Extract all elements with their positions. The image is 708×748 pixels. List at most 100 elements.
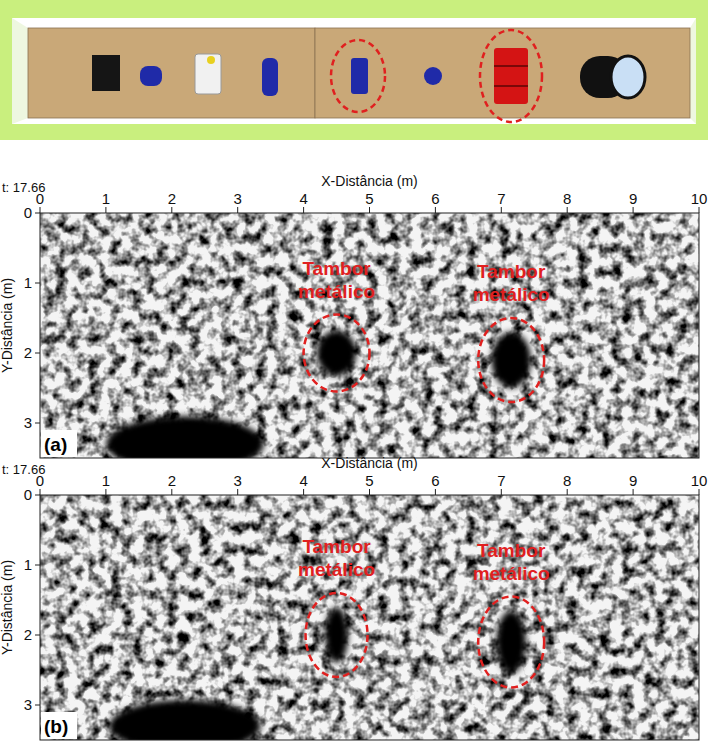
anomalies <box>109 607 526 740</box>
model-cylinder <box>140 66 162 86</box>
annotation-label: Tambormetálico <box>473 540 550 584</box>
plot-texture <box>40 495 699 740</box>
model-cap <box>207 56 215 64</box>
x-tick <box>699 489 700 495</box>
model-box <box>92 55 120 91</box>
y-tick-label: 3 <box>24 414 32 431</box>
x-axis-title: X-Distância (m) <box>321 173 417 189</box>
figure: 0123456789100123X-Distância (m)t: 17.66Y… <box>0 0 708 748</box>
annotation-line: metálico <box>298 281 375 302</box>
plot-frame <box>40 213 699 458</box>
x-tick <box>633 207 634 213</box>
y-tick-label: 2 <box>24 344 32 361</box>
x-tick <box>501 207 502 213</box>
x-tick-label: 4 <box>299 472 307 489</box>
x-tick-label: 1 <box>102 472 110 489</box>
x-tick <box>171 489 172 495</box>
anomalies <box>106 330 531 458</box>
time-label: t: 17.66 <box>2 180 45 195</box>
x-tick-label: 9 <box>629 472 637 489</box>
anomaly <box>109 700 261 740</box>
x-tick-label: 5 <box>365 472 373 489</box>
annotation-line: Tambor <box>302 258 371 279</box>
x-tick-label: 2 <box>168 472 176 489</box>
anomaly <box>496 611 526 674</box>
x-tick-label: 3 <box>234 472 242 489</box>
model-drum-ring <box>494 65 528 67</box>
x-tick <box>303 489 304 495</box>
x-tick-label: 5 <box>365 190 373 207</box>
x-tick-label: 7 <box>497 190 505 207</box>
time-label: t: 17.66 <box>2 462 45 477</box>
x-tick <box>699 207 700 213</box>
x-tick <box>633 489 634 495</box>
x-axis-title: X-Distância (m) <box>321 455 417 471</box>
model-container <box>195 54 221 94</box>
x-tick-label: 4 <box>299 190 307 207</box>
x-tick-label: 6 <box>431 190 439 207</box>
y-tick <box>35 283 40 284</box>
model-wall <box>690 18 696 124</box>
model-view <box>0 0 708 140</box>
model-panel <box>28 28 315 118</box>
x-tick-label: 6 <box>431 472 439 489</box>
y-tick-label: 0 <box>24 204 32 221</box>
annotation-line: Tambor <box>302 536 371 557</box>
x-tick <box>237 489 238 495</box>
x-tick <box>171 207 172 213</box>
model-drum <box>494 48 528 104</box>
x-tick-label: 3 <box>234 190 242 207</box>
y-tick <box>35 353 40 354</box>
panel-label-box <box>41 712 77 739</box>
x-tick-label: 8 <box>563 190 571 207</box>
model-highlight <box>480 30 542 122</box>
plot-frame <box>40 495 699 740</box>
annotation-line: metálico <box>473 563 550 584</box>
model-wall <box>12 18 28 124</box>
model-drum-ring <box>494 85 528 87</box>
x-tick-label: 8 <box>563 472 571 489</box>
y-tick-label: 2 <box>24 626 32 643</box>
annotation-label: Tambormetálico <box>473 261 550 305</box>
y-tick <box>35 635 40 636</box>
x-tick-label: 10 <box>691 472 708 489</box>
x-tick <box>567 489 568 495</box>
x-tick <box>40 489 41 495</box>
model-pipe-end <box>611 56 645 98</box>
annotation-circle <box>306 593 368 677</box>
x-tick-label: 10 <box>691 190 708 207</box>
x-tick-label: 1 <box>102 190 110 207</box>
x-tick-label: 2 <box>168 190 176 207</box>
model-drum <box>351 58 368 94</box>
annotation-label: Tambormetálico <box>298 536 375 580</box>
gpr-slice: 0123456789100123X-Distância (m)t: 17.66Y… <box>0 455 707 748</box>
annotation-circle <box>304 315 370 392</box>
model-cylinder <box>424 67 442 85</box>
model-highlight <box>331 40 385 112</box>
model-pit <box>12 18 696 124</box>
annotation-line: Tambor <box>477 261 546 282</box>
annotation-circle <box>478 318 544 402</box>
annotation-line: Tambor <box>477 540 546 561</box>
y-tick-label: 1 <box>24 556 32 573</box>
plot-texture <box>40 213 699 458</box>
y-tick <box>35 565 40 566</box>
x-tick <box>303 207 304 213</box>
x-tick <box>567 207 568 213</box>
x-tick <box>435 489 436 495</box>
anomaly <box>317 330 357 376</box>
x-tick <box>105 207 106 213</box>
y-tick <box>35 213 40 214</box>
y-tick-label: 1 <box>24 274 32 291</box>
model-background <box>0 0 708 140</box>
x-tick-label: 7 <box>497 472 505 489</box>
model-cylinder <box>262 58 278 96</box>
x-tick <box>369 489 370 495</box>
gpr-slice: 0123456789100123X-Distância (m)t: 17.66Y… <box>0 173 707 472</box>
x-tick <box>40 207 41 213</box>
x-tick <box>369 207 370 213</box>
annotation-line: metálico <box>473 284 550 305</box>
anomaly <box>491 332 531 388</box>
y-tick <box>35 495 40 496</box>
x-tick <box>237 207 238 213</box>
